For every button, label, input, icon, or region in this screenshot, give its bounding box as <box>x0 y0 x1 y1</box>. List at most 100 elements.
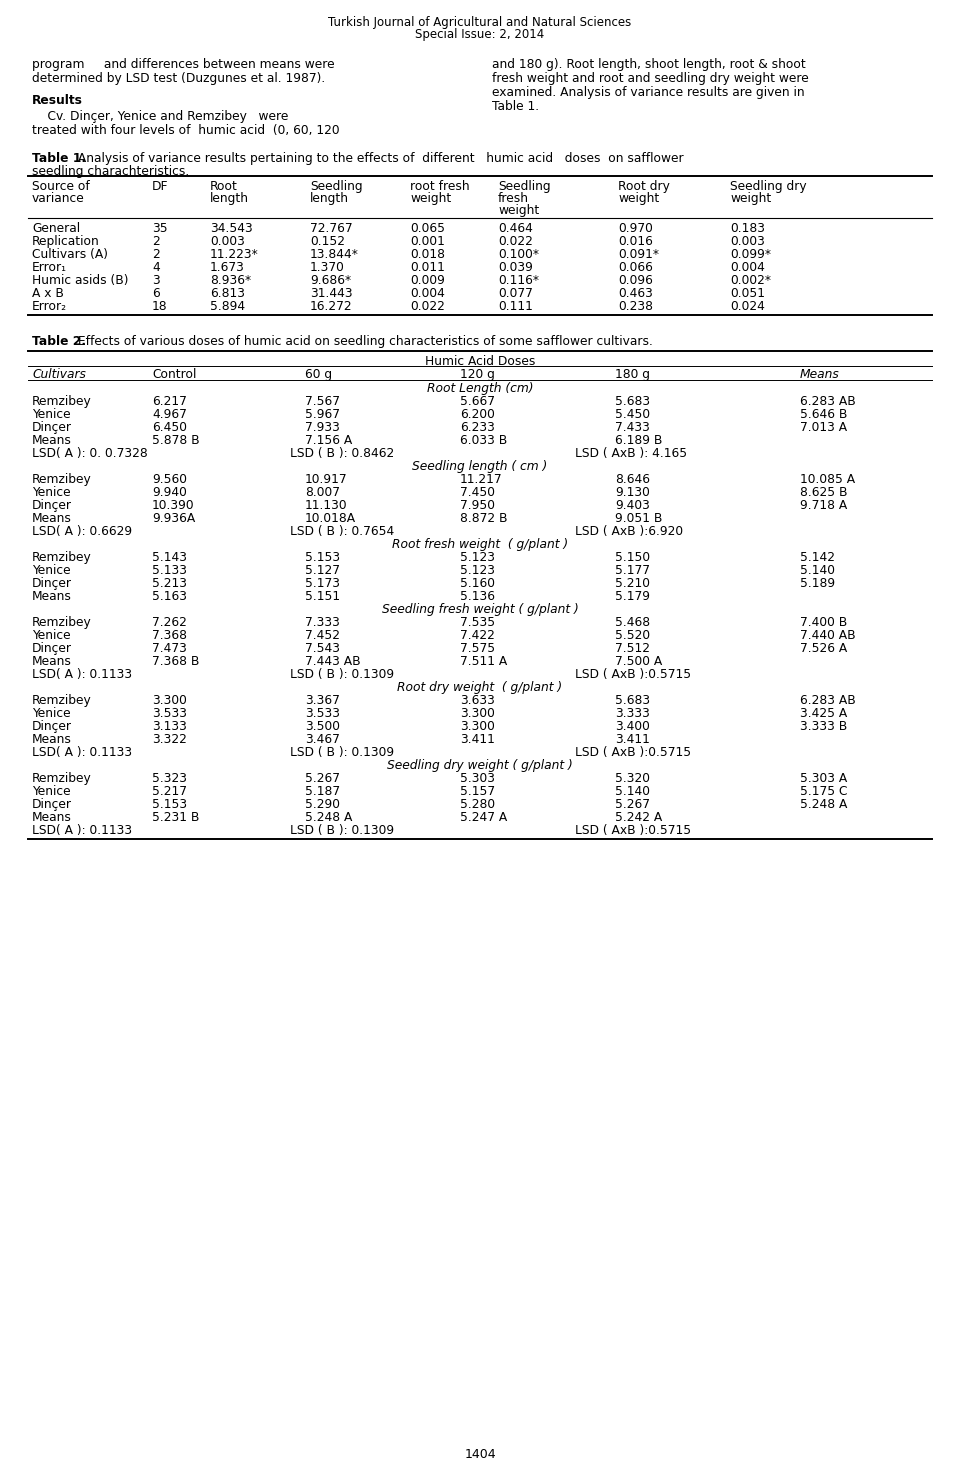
Text: Means: Means <box>32 590 72 603</box>
Text: 0.463: 0.463 <box>618 287 653 300</box>
Text: 9.940: 9.940 <box>152 486 187 499</box>
Text: 5.179: 5.179 <box>615 590 650 603</box>
Text: 5.646 B: 5.646 B <box>800 408 848 422</box>
Text: 8.007: 8.007 <box>305 486 340 499</box>
Text: 0.009: 0.009 <box>410 274 444 287</box>
Text: 5.323: 5.323 <box>152 772 187 785</box>
Text: LSD ( AxB ): 4.165: LSD ( AxB ): 4.165 <box>575 447 687 460</box>
Text: Root Length (cm): Root Length (cm) <box>427 382 533 395</box>
Text: Root dry: Root dry <box>618 180 670 193</box>
Text: Seedling: Seedling <box>310 180 363 193</box>
Text: 5.157: 5.157 <box>460 785 495 798</box>
Text: fresh: fresh <box>498 192 529 205</box>
Text: 9.686*: 9.686* <box>310 274 351 287</box>
Text: Effects of various doses of humic acid on seedling characteristics of some saffl: Effects of various doses of humic acid o… <box>74 335 653 348</box>
Text: 6.813: 6.813 <box>210 287 245 300</box>
Text: 120 g: 120 g <box>460 367 494 381</box>
Text: 11.130: 11.130 <box>305 499 348 512</box>
Text: 5.175 C: 5.175 C <box>800 785 848 798</box>
Text: 6.189 B: 6.189 B <box>615 433 662 447</box>
Text: 5.210: 5.210 <box>615 577 650 590</box>
Text: 6.217: 6.217 <box>152 395 187 408</box>
Text: 5.187: 5.187 <box>305 785 340 798</box>
Text: Error₁: Error₁ <box>32 261 67 274</box>
Text: 6.233: 6.233 <box>460 422 494 433</box>
Text: 5.123: 5.123 <box>460 550 495 564</box>
Text: 7.543: 7.543 <box>305 643 340 654</box>
Text: 5.242 A: 5.242 A <box>615 811 662 824</box>
Text: program     and differences between means were: program and differences between means we… <box>32 59 335 70</box>
Text: examined. Analysis of variance results are given in: examined. Analysis of variance results a… <box>492 86 804 100</box>
Text: 3.467: 3.467 <box>305 733 340 747</box>
Text: 0.100*: 0.100* <box>498 247 539 261</box>
Text: Dinçer: Dinçer <box>32 422 72 433</box>
Text: treated with four levels of  humic acid  (0, 60, 120: treated with four levels of humic acid (… <box>32 124 340 138</box>
Text: 5.231 B: 5.231 B <box>152 811 200 824</box>
Text: 5.143: 5.143 <box>152 550 187 564</box>
Text: 5.683: 5.683 <box>615 694 650 707</box>
Text: Seedling dry: Seedling dry <box>730 180 806 193</box>
Text: 3.133: 3.133 <box>152 720 187 733</box>
Text: Means: Means <box>32 654 72 668</box>
Text: 8.936*: 8.936* <box>210 274 252 287</box>
Text: 5.248 A: 5.248 A <box>305 811 352 824</box>
Text: 1404: 1404 <box>465 1448 495 1461</box>
Text: 3.411: 3.411 <box>460 733 494 747</box>
Text: Seedling fresh weight ( g/plant ): Seedling fresh weight ( g/plant ) <box>382 603 578 616</box>
Text: fresh weight and root and seedling dry weight were: fresh weight and root and seedling dry w… <box>492 72 808 85</box>
Text: Root: Root <box>210 180 238 193</box>
Text: 0.152: 0.152 <box>310 236 345 247</box>
Text: length: length <box>210 192 249 205</box>
Text: 5.173: 5.173 <box>305 577 340 590</box>
Text: 0.039: 0.039 <box>498 261 533 274</box>
Text: 0.096: 0.096 <box>618 274 653 287</box>
Text: 7.262: 7.262 <box>152 616 187 630</box>
Text: 5.136: 5.136 <box>460 590 495 603</box>
Text: 0.970: 0.970 <box>618 223 653 236</box>
Text: 6: 6 <box>152 287 159 300</box>
Text: determined by LSD test (Duzgunes et al. 1987).: determined by LSD test (Duzgunes et al. … <box>32 72 325 85</box>
Text: Yenice: Yenice <box>32 486 71 499</box>
Text: 9.130: 9.130 <box>615 486 650 499</box>
Text: Root dry weight  ( g/plant ): Root dry weight ( g/plant ) <box>397 681 563 694</box>
Text: A x B: A x B <box>32 287 64 300</box>
Text: DF: DF <box>152 180 169 193</box>
Text: 0.077: 0.077 <box>498 287 533 300</box>
Text: LSD ( AxB ):6.920: LSD ( AxB ):6.920 <box>575 526 684 537</box>
Text: 16.272: 16.272 <box>310 300 352 313</box>
Text: 3.300: 3.300 <box>152 694 187 707</box>
Text: 5.290: 5.290 <box>305 798 340 811</box>
Text: 10.917: 10.917 <box>305 473 348 486</box>
Text: 7.526 A: 7.526 A <box>800 643 848 654</box>
Text: 0.099*: 0.099* <box>730 247 771 261</box>
Text: 3.633: 3.633 <box>460 694 494 707</box>
Text: 3.425 A: 3.425 A <box>800 707 848 720</box>
Text: LSD( A ): 0.6629: LSD( A ): 0.6629 <box>32 526 132 537</box>
Text: Yenice: Yenice <box>32 707 71 720</box>
Text: 0.051: 0.051 <box>730 287 765 300</box>
Text: Cv. Dinçer, Yenice and Remzibey   were: Cv. Dinçer, Yenice and Remzibey were <box>32 110 288 123</box>
Text: 5.247 A: 5.247 A <box>460 811 507 824</box>
Text: Seedling: Seedling <box>498 180 551 193</box>
Text: Means: Means <box>32 811 72 824</box>
Text: 5.142: 5.142 <box>800 550 835 564</box>
Text: Dinçer: Dinçer <box>32 499 72 512</box>
Text: 2: 2 <box>152 247 159 261</box>
Text: LSD ( B ): 0.1309: LSD ( B ): 0.1309 <box>290 747 395 758</box>
Text: 7.013 A: 7.013 A <box>800 422 847 433</box>
Text: Turkish Journal of Agricultural and Natural Sciences: Turkish Journal of Agricultural and Natu… <box>328 16 632 29</box>
Text: LSD ( B ): 0.7654: LSD ( B ): 0.7654 <box>290 526 395 537</box>
Text: 72.767: 72.767 <box>310 223 352 236</box>
Text: 3: 3 <box>152 274 159 287</box>
Text: 0.001: 0.001 <box>410 236 444 247</box>
Text: 5.140: 5.140 <box>800 564 835 577</box>
Text: 18: 18 <box>152 300 168 313</box>
Text: 3.333: 3.333 <box>615 707 650 720</box>
Text: 5.320: 5.320 <box>615 772 650 785</box>
Text: 3.300: 3.300 <box>460 707 494 720</box>
Text: 8.646: 8.646 <box>615 473 650 486</box>
Text: Humic asids (B): Humic asids (B) <box>32 274 129 287</box>
Text: LSD ( AxB ):0.5715: LSD ( AxB ):0.5715 <box>575 824 691 837</box>
Text: 5.150: 5.150 <box>615 550 650 564</box>
Text: Means: Means <box>800 367 840 381</box>
